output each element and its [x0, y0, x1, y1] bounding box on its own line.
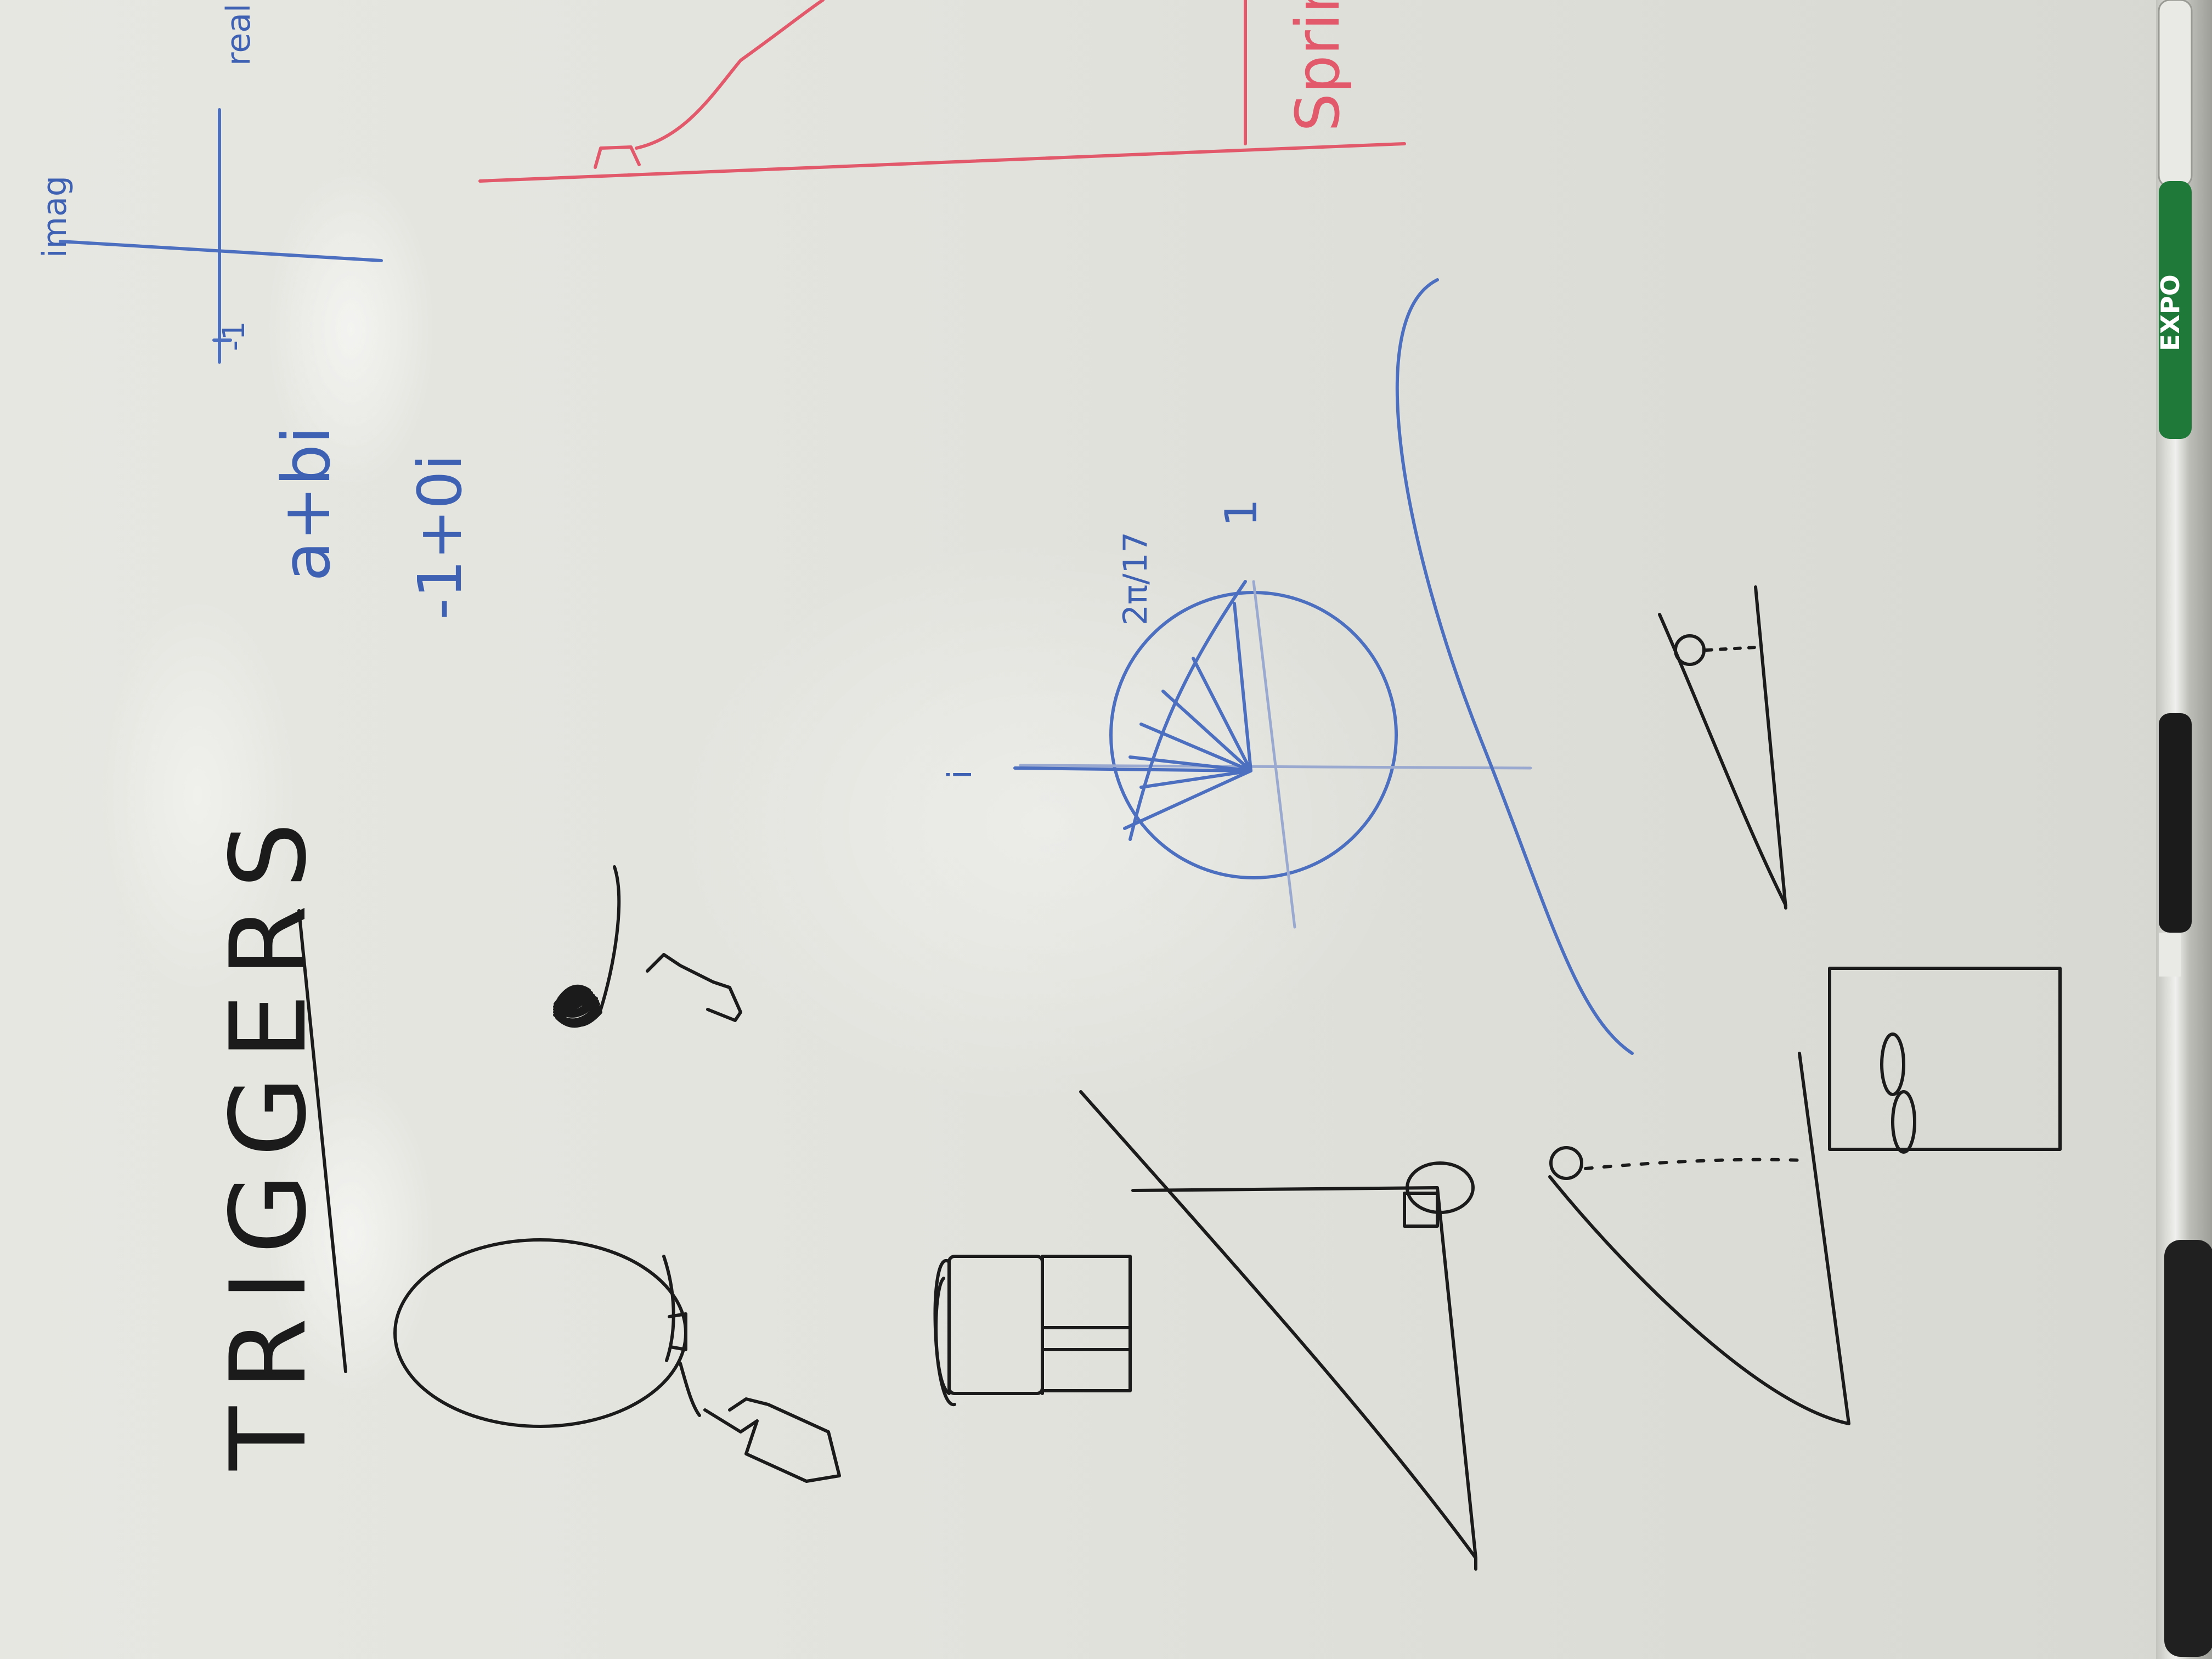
complex-imag-axis-label: imag [36, 176, 74, 258]
title-underline [297, 909, 347, 1373]
triangle-small [1658, 585, 1787, 910]
title-triggers: TRIGGERS [208, 806, 329, 1471]
spring-sketch [553, 865, 742, 1028]
unit-circle: 2π/17 1 i [941, 499, 1532, 929]
marker-brand-label: EXPO [2155, 274, 2185, 351]
complex-example-label: -1+0i [405, 454, 475, 620]
unit-circle-tick-top: 1 [1216, 499, 1267, 527]
triangle-top [1079, 1090, 1477, 1571]
complex-tick-label: -1 [216, 321, 251, 351]
balloon-sketch [393, 1238, 841, 1483]
red-graph: Spring [478, 0, 1406, 183]
blue-curve [1395, 278, 1634, 1055]
complex-number-notes: a+bi -1+0i -1 real imag [36, 3, 475, 620]
complex-form-label: a+bi [269, 426, 345, 582]
markers: EXPO [2155, 0, 2212, 1657]
angle-label: 2π/17 [1116, 532, 1155, 625]
circuit-sketch [933, 1255, 1132, 1407]
complex-real-axis-label: real [219, 3, 258, 66]
title-group: TRIGGERS [208, 806, 347, 1471]
red-label-spring: Spring [1283, 0, 1353, 132]
complex-plane-axes [59, 108, 383, 364]
unit-circle-tick-left: i [941, 770, 979, 779]
triangle-bottom [1548, 967, 2062, 1425]
